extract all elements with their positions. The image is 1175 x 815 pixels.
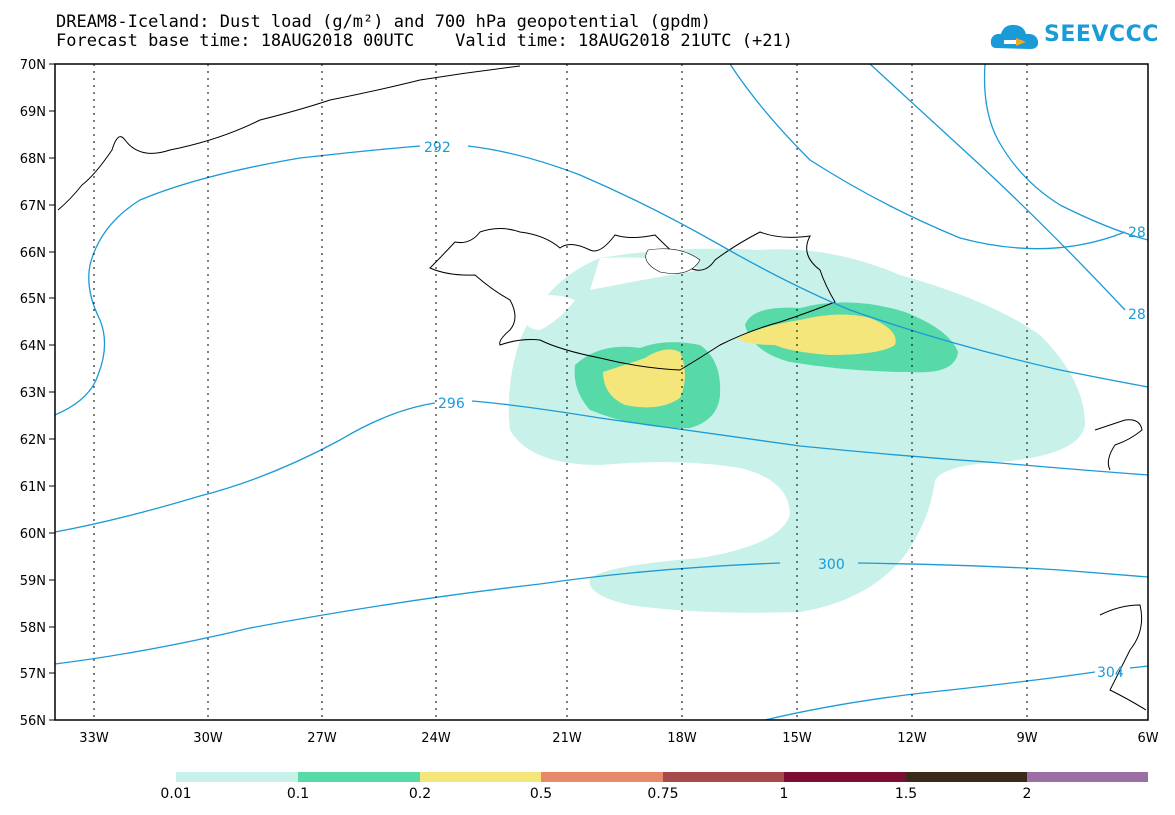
lat-label: 62N — [20, 433, 46, 448]
lat-label: 63N — [20, 386, 46, 401]
lat-label: 56N — [20, 714, 46, 729]
colorbar-label: 0.1 — [286, 786, 310, 802]
map-title: DREAM8-Iceland: Dust load (g/m²) and 700… — [56, 12, 712, 32]
lat-label: 70N — [20, 58, 46, 73]
lat-label: 60N — [20, 527, 46, 542]
lon-label: 24W — [421, 731, 451, 746]
colorbar-label: 0.01 — [160, 786, 192, 802]
lon-label: 33W — [79, 731, 109, 746]
lat-label: 61N — [20, 480, 46, 495]
colorbar-label: 2 — [1022, 786, 1032, 802]
lon-label: 9W — [1016, 731, 1037, 746]
contour-label: 28 — [1128, 225, 1146, 241]
colorbar-segment — [906, 772, 1027, 782]
colorbar-segment — [176, 772, 298, 782]
colorbar-segment — [784, 772, 906, 782]
dust-area-high-east — [737, 314, 896, 355]
lon-label: 27W — [307, 731, 337, 746]
cloud-logo-icon — [990, 24, 1039, 49]
colorbar-label: 0.75 — [647, 786, 679, 802]
geopotential-contours — [54, 63, 1149, 721]
glacier-region — [645, 248, 701, 274]
contour-label: 28 — [1128, 307, 1146, 323]
lon-label: 21W — [552, 731, 582, 746]
lat-label: 57N — [20, 667, 46, 682]
logo-text: SEEVCCC — [1044, 22, 1159, 47]
lat-label: 66N — [20, 246, 46, 261]
colorbar-segment — [663, 772, 784, 782]
colorbar-segment — [298, 772, 420, 782]
contour-label: 296 — [438, 396, 465, 412]
lat-label: 64N — [20, 339, 46, 354]
colorbar-label: 0.5 — [529, 786, 553, 802]
colorbar-label: 1 — [779, 786, 789, 802]
lon-label: 15W — [782, 731, 812, 746]
contour-label: 304 — [1097, 665, 1124, 681]
lat-label: 68N — [20, 152, 46, 167]
map-subtitle: Forecast base time: 18AUG2018 00UTC Vali… — [56, 31, 793, 51]
colorbar-label: 1.5 — [894, 786, 918, 802]
lon-label: 18W — [667, 731, 697, 746]
lat-label: 67N — [20, 199, 46, 214]
contour-label: 300 — [818, 557, 845, 573]
lon-label: 30W — [193, 731, 223, 746]
lon-label: 6W — [1137, 731, 1158, 746]
colorbar-segment — [541, 772, 663, 782]
gridlines — [93, 64, 1028, 720]
dust-area-high-west — [603, 349, 685, 408]
colorbar-label: 0.2 — [408, 786, 432, 802]
lon-label: 12W — [897, 731, 927, 746]
contour-label: 292 — [424, 140, 451, 156]
lat-label: 58N — [20, 621, 46, 636]
colorbar-segment — [420, 772, 541, 782]
lat-label: 65N — [20, 292, 46, 307]
colorbar-segment — [1027, 772, 1148, 782]
lat-label: 59N — [20, 574, 46, 589]
lat-label: 69N — [20, 105, 46, 120]
